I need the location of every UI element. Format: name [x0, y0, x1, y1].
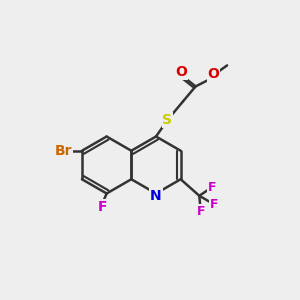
Text: O: O [207, 68, 219, 81]
Text: N: N [150, 189, 162, 203]
Text: F: F [196, 205, 205, 218]
Text: O: O [175, 65, 187, 79]
Text: F: F [209, 198, 218, 211]
Text: Br: Br [55, 144, 73, 158]
Text: S: S [162, 113, 172, 127]
Text: F: F [98, 200, 107, 214]
Text: F: F [208, 181, 216, 194]
